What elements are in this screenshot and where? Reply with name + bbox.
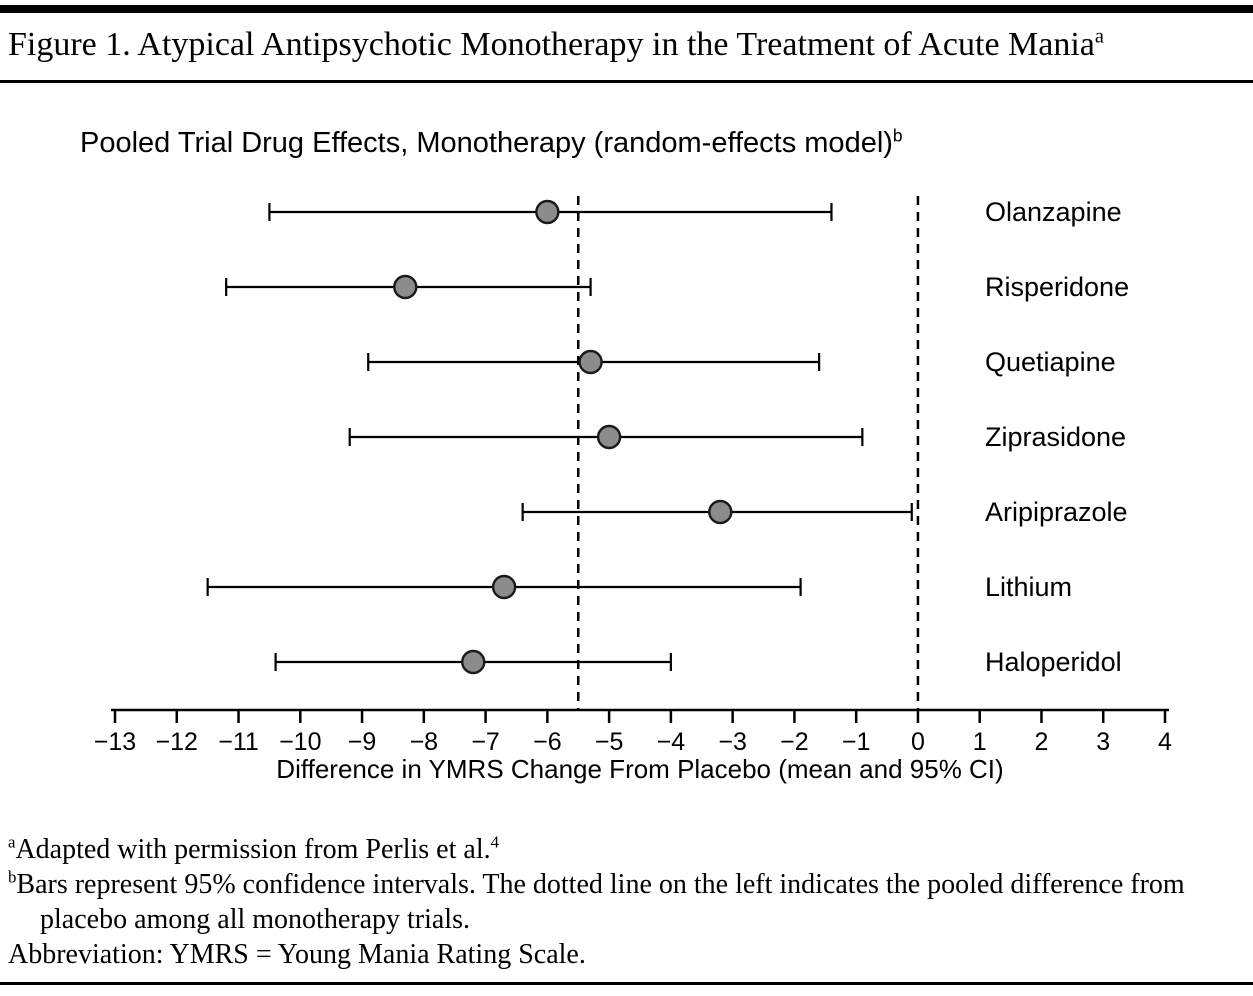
plot-subtitle: Pooled Trial Drug Effects, Monotherapy (…: [80, 127, 903, 160]
x-tick-label: −9: [348, 728, 377, 756]
footnote-b-text: Bars represent 95% confidence intervals.…: [16, 869, 1185, 935]
footnote-a-citation: 4: [490, 832, 499, 852]
mean-marker: [393, 274, 418, 300]
x-tick-label: −8: [410, 728, 439, 756]
mean-marker: [535, 199, 560, 225]
mean-marker: [596, 424, 622, 450]
x-tick-label: −11: [218, 728, 259, 756]
x-tick-label: −5: [595, 728, 624, 756]
x-tick-label: −7: [471, 728, 500, 756]
mean-marker: [491, 574, 517, 600]
x-tick-label: −3: [718, 728, 747, 756]
title-rule: [0, 80, 1253, 83]
x-axis-label: Difference in YMRS Change From Placebo (…: [276, 754, 1004, 784]
footnote-a-text: Adapted with permission from Perlis et a…: [15, 834, 491, 865]
plot-subtitle-text: Pooled Trial Drug Effects, Monotherapy (…: [80, 127, 893, 159]
x-tick-label: 1: [973, 728, 987, 756]
footnotes: aAdapted with permission from Perlis et …: [8, 832, 1203, 972]
drug-label: Quetiapine: [985, 347, 1116, 377]
x-tick-label: −2: [780, 728, 809, 756]
footnote-a: aAdapted with permission from Perlis et …: [8, 832, 1203, 867]
footnote-abbreviation: Abbreviation: YMRS = Young Mania Rating …: [8, 937, 1203, 972]
x-tick-label: 0: [911, 728, 925, 756]
mean-marker: [461, 649, 486, 675]
footnote-b-marker: b: [8, 867, 17, 887]
bottom-rule: [0, 982, 1253, 985]
x-tick-label: −13: [94, 728, 136, 756]
x-tick-label: −4: [657, 728, 686, 756]
drug-label: Ziprasidone: [985, 422, 1126, 452]
mean-marker: [578, 349, 603, 375]
figure-title-superscript: a: [1094, 25, 1104, 48]
x-tick-label: −10: [279, 728, 321, 756]
x-tick-label: −6: [533, 728, 562, 756]
plot-subtitle-superscript: b: [892, 125, 903, 146]
drug-label: Olanzapine: [985, 197, 1122, 227]
x-tick-label: 2: [1035, 728, 1049, 756]
top-rule: [0, 5, 1253, 13]
drug-label: Aripiprazole: [985, 497, 1128, 527]
footnote-abbreviation-text: Abbreviation: YMRS = Young Mania Rating …: [8, 939, 586, 970]
drug-label: Lithium: [985, 572, 1072, 602]
mean-marker: [708, 499, 733, 525]
x-tick-label: −1: [842, 728, 871, 756]
footnote-b: bBars represent 95% confidence intervals…: [8, 867, 1203, 937]
x-tick-label: 4: [1158, 728, 1172, 756]
drug-label: Haloperidol: [985, 647, 1122, 677]
x-tick-label: 3: [1096, 728, 1110, 756]
figure-title: Figure 1. Atypical Antipsychotic Monothe…: [8, 26, 1104, 64]
drug-label: Risperidone: [985, 272, 1129, 302]
footnote-a-marker: a: [8, 832, 16, 852]
figure-title-text: Figure 1. Atypical Antipsychotic Monothe…: [8, 26, 1095, 63]
x-tick-label: −12: [156, 728, 198, 756]
